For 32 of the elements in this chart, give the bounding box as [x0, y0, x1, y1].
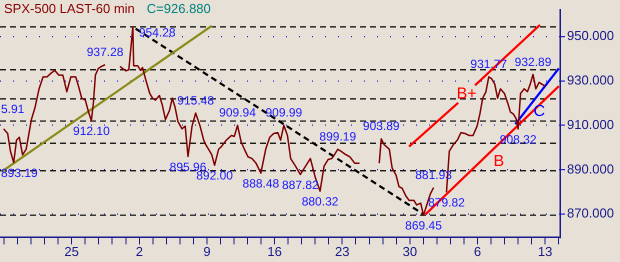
x-tick-label: 9: [203, 244, 211, 259]
series-label: B: [494, 153, 504, 170]
y-tick-label: 930.000: [567, 72, 614, 88]
x-tick-label: 30: [402, 244, 418, 259]
annotation: 912.10: [73, 124, 110, 138]
annotation: 909.99: [265, 106, 303, 120]
y-tick-label: 910.000: [567, 116, 614, 132]
chart-subtitle: C=926.880: [146, 1, 211, 16]
x-tick-label: 25: [64, 244, 79, 259]
annotation: 880.32: [302, 194, 339, 208]
annotation: 903.89: [362, 119, 400, 134]
annotation: 954.28: [138, 25, 176, 40]
annotation: 887.82: [282, 178, 320, 192]
y-tick-label: 870.000: [567, 206, 614, 221]
annotation: 899.19: [319, 130, 356, 144]
series-label: C: [533, 102, 546, 120]
x-tick-label: 16: [267, 244, 282, 259]
y-tick-label: 890.000: [567, 161, 614, 176]
x-tick-label: 23: [334, 244, 350, 259]
x-tick-label: 13: [538, 244, 552, 259]
y-tick-label: 950.000: [567, 28, 614, 44]
annotation: 937.28: [86, 45, 124, 60]
annotation: 915.48: [177, 93, 214, 108]
annotation: 5.91: [1, 102, 25, 116]
annotation: 909.94: [219, 106, 256, 120]
chart-title: SPX-500 LAST-60 min: [4, 1, 135, 16]
x-tick-label: 2: [136, 244, 143, 259]
annotation: 888.48: [242, 176, 280, 190]
annotation: 932.89: [514, 54, 552, 69]
annotation: 869.45: [405, 218, 442, 233]
x-tick-label: 6: [474, 244, 482, 259]
series-label: B+: [456, 85, 477, 102]
